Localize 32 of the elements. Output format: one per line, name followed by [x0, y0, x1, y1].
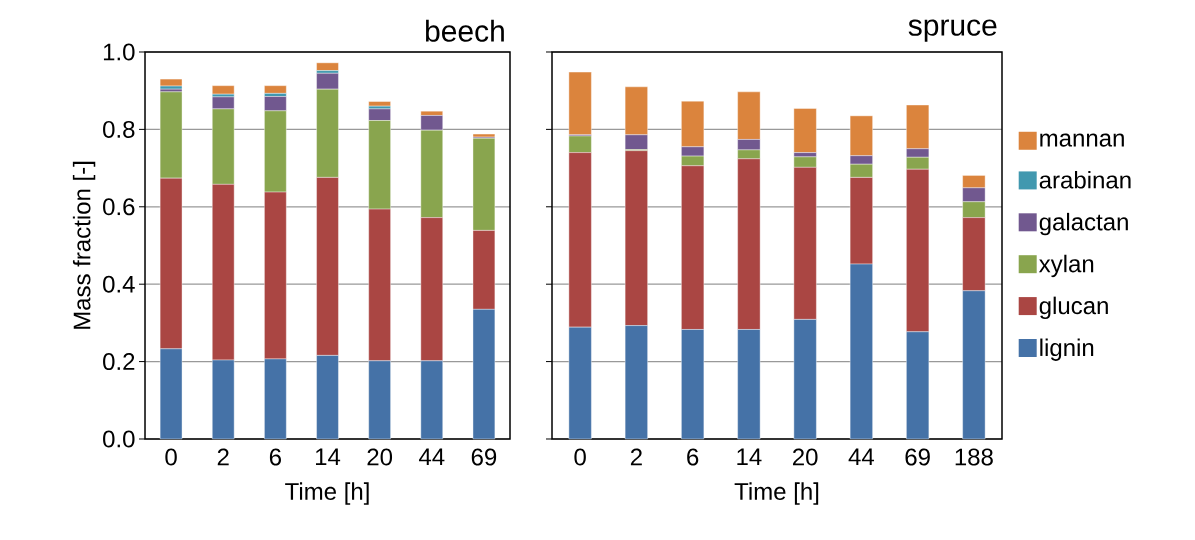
x-tick-label: 20	[792, 448, 818, 466]
x-tick-label: 0	[574, 448, 586, 466]
x-tick-label: 2	[630, 448, 642, 466]
x-tick-label: 69	[471, 448, 497, 466]
x-axis-title: Time [h]	[285, 482, 369, 505]
legend-label: lignin	[1040, 338, 1094, 361]
x-tick-label: 188	[955, 448, 993, 466]
x-tick-label: 69	[905, 448, 930, 466]
legend-label: mannan	[1040, 133, 1124, 147]
x-tick-label: 20	[367, 448, 393, 466]
y-tick-label: 0.2	[103, 353, 135, 371]
legend-label: galactan	[1039, 212, 1128, 236]
chart-title: beech	[425, 19, 504, 42]
legend-label: xylan	[1038, 254, 1094, 278]
legend-label: glucan	[1039, 296, 1108, 320]
legend-label: arabinan	[1039, 170, 1131, 189]
y-tick-label: 0.0	[103, 430, 135, 448]
x-tick-label: 14	[737, 448, 762, 466]
x-tick-label: 6	[269, 448, 281, 466]
x-tick-label: 14	[315, 448, 341, 466]
x-tick-label: 2	[217, 448, 229, 466]
y-tick-label: 0.6	[103, 198, 135, 216]
y-tick-label: 1.0	[103, 43, 135, 61]
chart-title: spruce	[908, 19, 997, 42]
y-tick-label: 0.8	[103, 120, 135, 138]
x-tick-label: 6	[687, 448, 699, 466]
y-tick-label: 0.4	[103, 275, 135, 293]
y-axis-title: Mass fraction [-]	[72, 161, 96, 329]
x-tick-label: 44	[848, 448, 875, 466]
x-tick-label: 44	[418, 448, 445, 466]
x-tick-label: 0	[165, 448, 177, 466]
x-axis-title: Time [h]	[734, 482, 819, 505]
